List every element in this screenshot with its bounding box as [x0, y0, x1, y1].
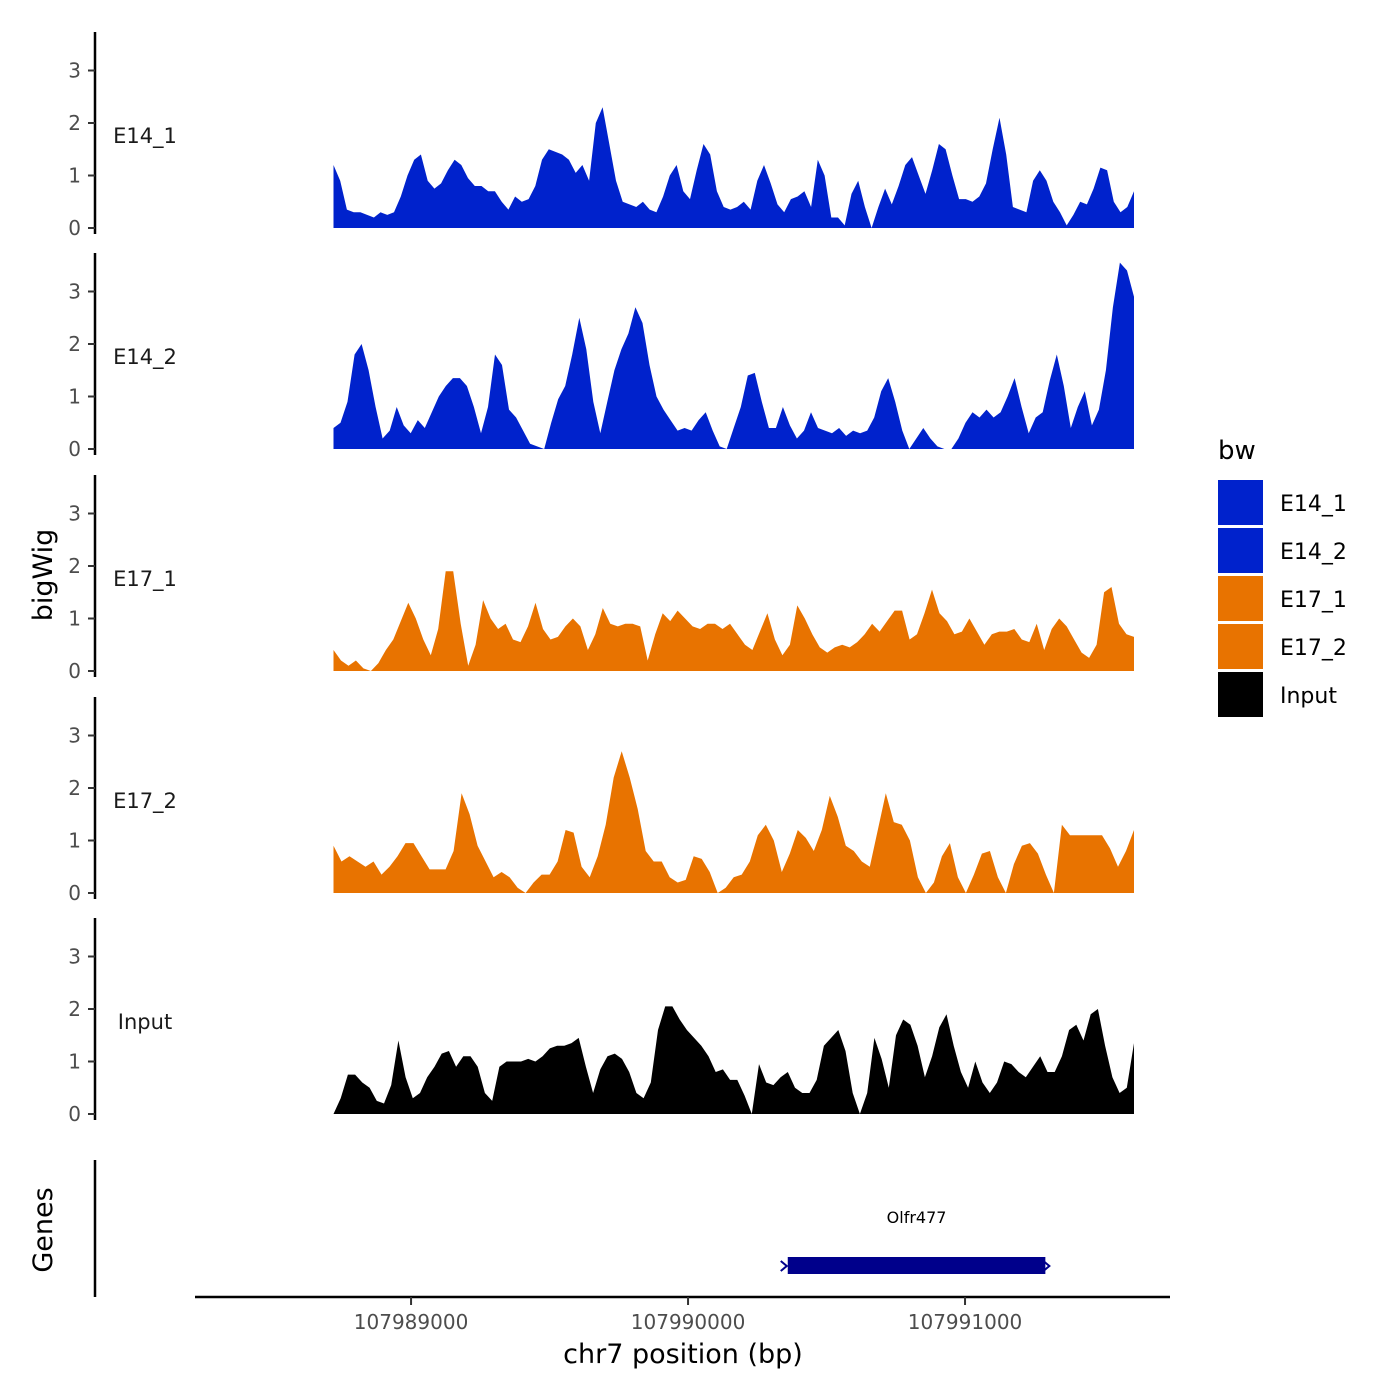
strand-arrow-icon	[1042, 1260, 1051, 1272]
legend-swatch	[1218, 624, 1263, 669]
y-tick-label: 1	[68, 1050, 81, 1074]
y-tick-label: 1	[68, 607, 81, 631]
legend-label: E14_2	[1280, 540, 1347, 565]
genes-axis-title: Genes	[28, 1187, 59, 1272]
legend-label: E14_1	[1280, 492, 1347, 517]
y-tick-label: 1	[68, 385, 81, 409]
x-tick-label: 107990000	[631, 1310, 746, 1334]
gene-body	[787, 1257, 1046, 1274]
y-tick-label: 0	[68, 1102, 81, 1126]
y-tick-label: 3	[68, 502, 81, 526]
y-tick-label: 2	[68, 997, 81, 1021]
legend-item-E17_1: E17_1	[1218, 576, 1347, 621]
y-tick-label: 2	[68, 554, 81, 578]
y-tick-label: 2	[68, 332, 81, 356]
y-tick-label: 2	[68, 776, 81, 800]
legend: bw E14_1 E14_2 E17_1 E17_2 Input	[1218, 436, 1347, 717]
y-tick-label: 3	[68, 945, 81, 969]
legend-swatch	[1218, 528, 1263, 573]
signal-area-E17_2	[333, 751, 1134, 893]
track-label: E17_1	[113, 567, 177, 592]
gene-Olfr477: Olfr477	[780, 1208, 1051, 1274]
signal-area-Input	[333, 1006, 1134, 1114]
y-tick-label: 3	[68, 59, 81, 83]
legend-swatch	[1218, 576, 1263, 621]
legend-swatch	[1218, 672, 1263, 717]
strand-arrow-icon	[780, 1260, 789, 1272]
y-tick-label: 3	[68, 280, 81, 304]
track-label: E14_1	[113, 124, 177, 149]
legend-item-E14_1: E14_1	[1218, 480, 1347, 525]
signal-area-E14_1	[333, 107, 1134, 228]
y-tick-label: 0	[68, 437, 81, 461]
y-tick-label: 0	[68, 881, 81, 905]
track-panel-E14_1: 0 1 2 3 E14_1	[68, 32, 1134, 240]
signal-area-E17_1	[333, 571, 1134, 671]
x-axis: 107989000 107990000 107991000	[195, 1295, 1170, 1334]
y-tick-label: 3	[68, 724, 81, 748]
y-tick-label: 0	[68, 216, 81, 240]
signal-area-E14_2	[333, 262, 1134, 449]
x-tick-label: 107989000	[354, 1310, 469, 1334]
legend-label: E17_1	[1280, 588, 1347, 613]
genes-panel: Olfr477	[93, 1160, 1051, 1297]
legend-title: bw	[1218, 436, 1256, 466]
x-axis-title: chr7 position (bp)	[563, 1339, 803, 1370]
track-panel-E14_2: 0 1 2 3 E14_2	[68, 253, 1134, 461]
y-tick-label: 1	[68, 164, 81, 188]
x-tick-label: 107991000	[908, 1310, 1023, 1334]
y-tick-label: 1	[68, 829, 81, 853]
track-label: E17_2	[113, 789, 177, 814]
legend-swatch	[1218, 480, 1263, 525]
legend-label: E17_2	[1280, 636, 1347, 661]
track-label: E14_2	[113, 345, 177, 370]
track-panel-Input: 0 1 2 3 Input	[68, 918, 1134, 1126]
legend-item-E14_2: E14_2	[1218, 528, 1347, 573]
legend-item-Input: Input	[1218, 672, 1337, 717]
track-panel-E17_2: 0 1 2 3 E17_2	[68, 697, 1134, 905]
tracks-layer: 0 1 2 3 E14_1 0 1 2 3 E14_2 0 1 2 3 E17_1 0 1 2 3 E17_2 0 1 2 3…	[68, 32, 1134, 1126]
y-tick-label: 2	[68, 111, 81, 135]
legend-item-E17_2: E17_2	[1218, 624, 1347, 669]
track-panel-E17_1: 0 1 2 3 E17_1	[68, 475, 1134, 683]
y-tick-label: 0	[68, 659, 81, 683]
legend-label: Input	[1280, 684, 1337, 709]
y-axis-title: bigWig	[28, 529, 59, 622]
track-label: Input	[118, 1010, 172, 1034]
gene-label: Olfr477	[887, 1208, 947, 1227]
